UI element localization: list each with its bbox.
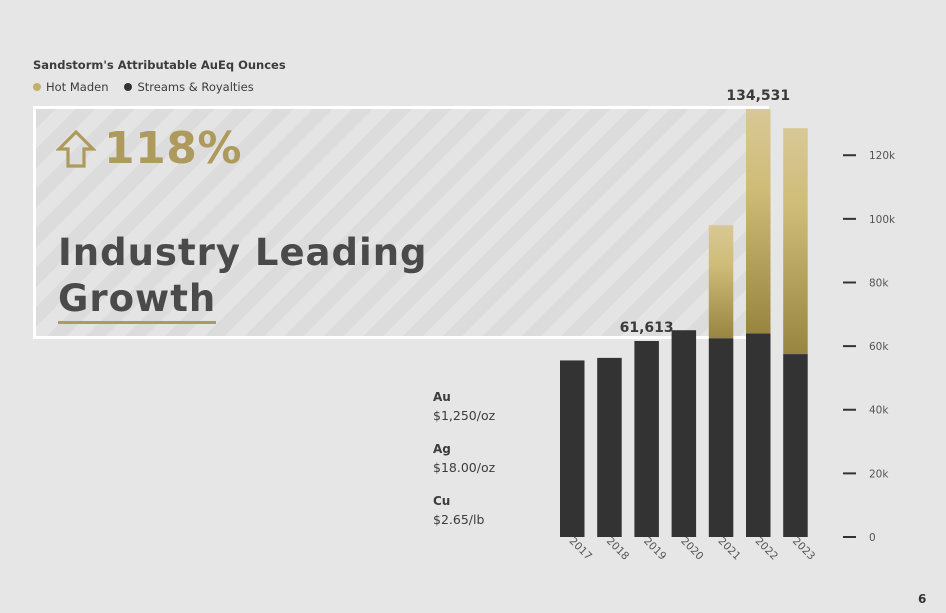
- y-tick-label: 0: [869, 532, 876, 544]
- headline-line-2: Growth: [58, 277, 217, 324]
- x-tick-label-2023: 2023: [790, 535, 817, 562]
- x-tick-label-2017: 2017: [567, 535, 594, 562]
- metal-price: $2.65/lb: [433, 512, 485, 527]
- metal-price: $1,250/oz: [433, 408, 496, 423]
- growth-value: 118%: [104, 123, 242, 174]
- bar-hot-maden-2021: [708, 225, 734, 339]
- y-tick-label: 20k: [869, 468, 889, 480]
- bar-hot-maden-2023: [783, 128, 808, 355]
- bar-streams-2019: [634, 340, 659, 537]
- x-tick-label-2020: 2020: [678, 535, 705, 562]
- bar-hot-maden-2022: [746, 109, 771, 334]
- legend-item-hot-maden: Hot Maden: [33, 80, 108, 94]
- growth-percentage: 118%: [56, 123, 242, 174]
- price-block-au: Au $1,250/oz: [433, 390, 495, 423]
- y-tick-label: 40k: [869, 405, 889, 417]
- bar-streams-2018: [597, 357, 622, 537]
- metal-name: Ag: [433, 442, 451, 456]
- y-tick-label: 100k: [869, 214, 896, 226]
- price-block-ag: Ag $18.00/oz: [433, 442, 495, 475]
- x-tick-label-2021: 2021: [715, 535, 742, 562]
- chart-title: Sandstorm's Attributable AuEq Ounces: [33, 58, 286, 72]
- y-tick-label: 80k: [869, 277, 889, 289]
- x-tick-label-2018: 2018: [604, 535, 631, 562]
- price-block-cu: Cu $2.65/lb: [433, 494, 495, 527]
- bar-streams-2020: [671, 330, 697, 537]
- y-tick-label: 120k: [869, 150, 896, 162]
- metal-name: Au: [433, 390, 451, 404]
- x-tick-label-2019: 2019: [641, 535, 668, 562]
- metal-name: Cu: [433, 494, 451, 508]
- bar-streams-2023: [783, 354, 808, 537]
- bar-streams-2021: [708, 338, 734, 537]
- data-label-2019: 61,613: [620, 320, 674, 336]
- legend-label-streams: Streams & Royalties: [137, 80, 254, 94]
- data-label-2022: 134,531: [726, 88, 790, 104]
- bar-streams-2017: [560, 360, 585, 537]
- bar-streams-2022: [746, 333, 771, 537]
- legend-swatch-dark: [124, 83, 133, 91]
- up-arrow-icon: [56, 129, 96, 168]
- headline-line-1: Industry Leading: [58, 231, 428, 274]
- x-tick-label-2022: 2022: [753, 535, 780, 562]
- metal-price: $18.00/oz: [433, 460, 496, 475]
- legend-swatch-gold: [33, 83, 41, 91]
- legend-item-streams: Streams & Royalties: [124, 80, 254, 94]
- page-number: 6: [918, 592, 927, 606]
- legend-label-hot-maden: Hot Maden: [46, 80, 109, 94]
- metal-prices: Au $1,250/oz Ag $18.00/oz Cu $2.65/lb: [433, 390, 495, 546]
- legend: Hot Maden Streams & Royalties: [33, 80, 254, 94]
- y-tick-label: 60k: [869, 341, 889, 353]
- growth-callout: 118% Industry Leading Growth: [33, 106, 769, 339]
